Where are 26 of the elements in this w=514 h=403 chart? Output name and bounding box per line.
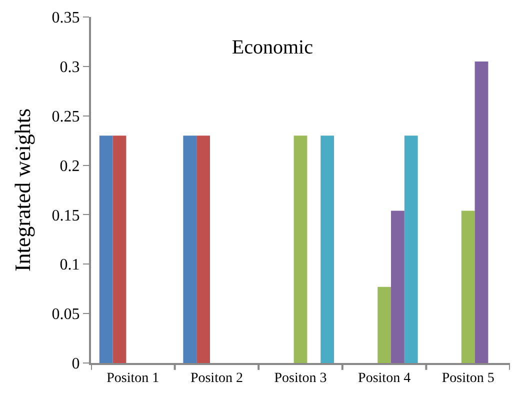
bar bbox=[320, 136, 334, 363]
bar bbox=[112, 136, 126, 363]
bar bbox=[474, 61, 488, 363]
y-axis-title: Integrated weights bbox=[10, 108, 36, 272]
bar bbox=[99, 136, 113, 363]
y-tick-label: 0.05 bbox=[52, 306, 80, 324]
y-tick-label: 0.15 bbox=[52, 207, 80, 224]
y-tick-label: 0.1 bbox=[60, 256, 80, 274]
x-tick-label: Positon 2 bbox=[190, 370, 243, 386]
bar bbox=[294, 136, 308, 363]
y-tick-label: 0.25 bbox=[52, 108, 80, 126]
text: Economic bbox=[232, 36, 314, 58]
bar bbox=[404, 136, 418, 363]
y-tick-label: 0.35 bbox=[52, 10, 80, 27]
bar bbox=[378, 286, 391, 363]
bar bbox=[391, 210, 404, 363]
y-tick-label: 0 bbox=[72, 356, 80, 373]
x-tick-label: Positon 1 bbox=[106, 370, 160, 386]
bar bbox=[183, 136, 197, 363]
y-tick-label: 0.3 bbox=[60, 59, 80, 76]
x-tick-label: Positon 5 bbox=[442, 370, 494, 386]
bar bbox=[196, 136, 210, 363]
x-tick-label: Positon 4 bbox=[358, 370, 411, 386]
x-tick-label: Positon 3 bbox=[274, 370, 327, 386]
y-tick-label: 0.2 bbox=[60, 158, 80, 175]
bar bbox=[461, 210, 475, 363]
